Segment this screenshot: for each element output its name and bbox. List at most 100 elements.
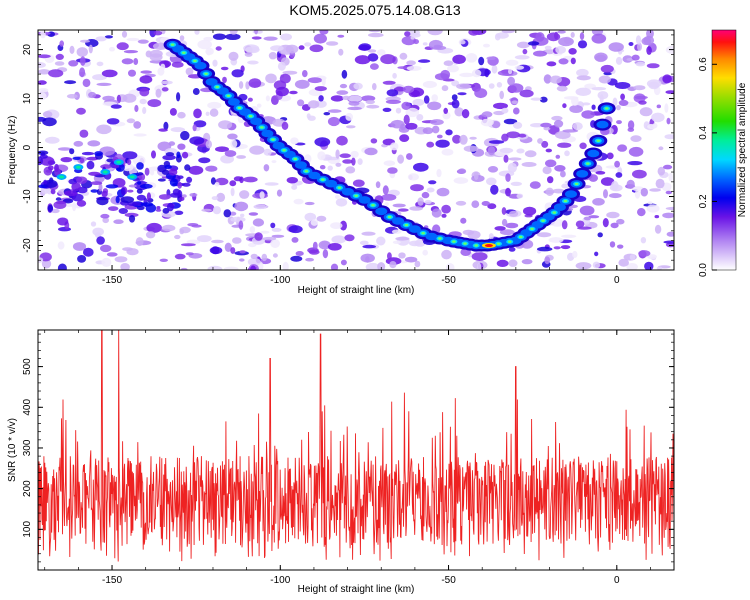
noise-blob [663,240,674,244]
noise-blob [327,109,342,113]
noise-blob [72,242,87,251]
noise-blob [516,148,525,154]
noise-blob [101,190,108,198]
noise-blob [211,239,224,244]
noise-blob [81,151,95,156]
noise-blob [100,213,110,219]
y-tick-label: -20 [22,238,33,253]
noise-blob [73,140,84,147]
noise-blob [530,97,542,101]
ridge-mid [375,207,388,216]
noise-blob [100,164,112,169]
noise-blob [290,137,299,145]
noise-blob [665,90,674,94]
noise-blob [215,46,222,51]
noise-blob [508,68,513,75]
noise-blob [295,251,304,256]
noise-blob [270,45,284,52]
noise-blob [445,263,455,270]
noise-blob [265,95,270,102]
noise-blob [57,147,72,151]
noise-blob [381,194,397,201]
noise-blob [413,162,429,172]
noise-blob [110,104,122,109]
noise-blob [239,250,246,254]
noise-blob [209,246,223,255]
noise-blob [436,134,443,139]
noise-blob [127,159,132,166]
noise-blob [614,160,620,168]
noise-blob [579,205,595,216]
noise-blob [321,76,326,86]
noise-blob [45,136,60,144]
noise-blob [115,195,120,204]
noise-blob [318,95,324,102]
ridge-core-bright [452,240,456,243]
ridge-core-bright [204,72,208,76]
noise-blob [533,50,547,57]
ridge-core-bright [596,139,601,142]
noise-blob [192,124,197,132]
colorbar-ticks: 0.0 0.2 0.4 0.6 [698,57,717,277]
ridge-core-bright [182,51,186,54]
ridge-mid [587,149,600,158]
noise-blob [638,250,651,257]
noise-blob [656,266,663,270]
noise-blob [406,153,413,160]
noise-blob [160,63,166,71]
noise-blob [211,196,219,201]
noise-blob [169,108,177,116]
noise-blob [610,222,619,229]
noise-blob [132,155,146,166]
noise-blob [345,166,356,174]
noise-blob [537,246,553,252]
noise-blob [335,198,348,207]
noise-blob [149,53,163,61]
noise-blob [535,32,545,42]
y-tick-label: 100 [22,521,33,538]
noise-blob [325,156,340,161]
noise-blob [88,44,93,54]
noise-blob [527,41,540,46]
noise-blob [637,208,646,217]
noise-blob [401,101,411,110]
noise-blob [185,252,194,256]
noise-blob [118,208,128,214]
noise-blob [435,139,450,148]
noise-blob [638,100,647,105]
noise-blob [668,172,673,182]
noise-blob [162,154,176,161]
noise-blob [285,44,299,54]
noise-blob [54,61,65,66]
noise-blob [553,246,561,250]
noise-blob [616,120,622,125]
noise-blob [548,237,564,243]
noise-blob [493,110,505,116]
noise-blob [564,150,570,157]
noise-blob [461,109,470,119]
noise-blob [335,162,342,167]
noise-blob [426,141,435,148]
noise-blob [169,178,178,187]
noise-blob [352,179,365,187]
noise-blob [245,81,250,90]
noise-blob [530,123,544,128]
noise-blob [666,117,671,125]
noise-blob [344,234,355,242]
noise-blob [665,206,674,211]
noise-blob [452,134,462,144]
noise-blob [174,253,186,260]
noise-blob [583,216,592,221]
noise-blob [291,237,299,243]
noise-blob [575,220,585,228]
noise-blob [392,72,397,79]
ridge-mid [227,98,240,106]
noise-blob [632,186,644,192]
noise-blob [581,110,595,119]
noise-blob [181,243,196,247]
noise-blob [218,120,233,130]
noise-blob [288,225,303,234]
noise-blob [248,242,257,248]
spectrogram-frame [37,29,675,271]
noise-blob [664,103,669,113]
